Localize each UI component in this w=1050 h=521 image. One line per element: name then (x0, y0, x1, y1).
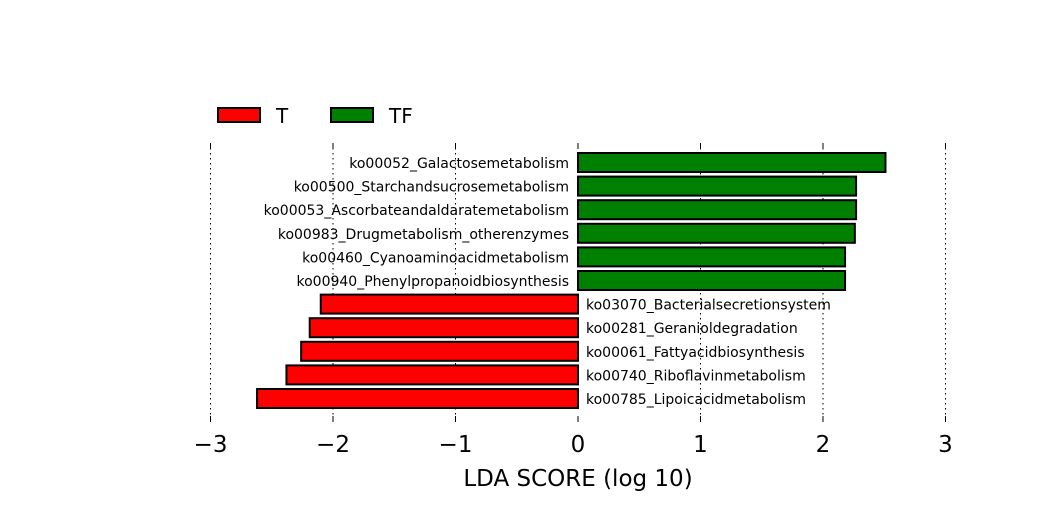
bar (577, 152, 887, 173)
ticks-layer: −3 −2 −1 0 1 2 3 (194, 143, 953, 458)
bar (577, 270, 847, 291)
bar (308, 317, 579, 339)
bar (319, 293, 579, 315)
bar-labels-layer: ko00052_Galactosemetabolism ko00500_Starc… (264, 156, 831, 408)
bar (577, 175, 858, 197)
bar-label: ko00281_Geranioldegradation (586, 321, 798, 337)
bar (256, 388, 579, 409)
x-tick-label: 1 (693, 432, 708, 458)
bar-label: ko00785_Lipoicacidmetabolism (586, 392, 806, 408)
bar-label: ko00460_Cyanoaminoacidmetabolism (302, 250, 569, 266)
bar-label: ko00740_Riboflavinmetabolism (586, 368, 806, 384)
bar-label: ko00061_Fattyacidbiosynthesis (586, 345, 805, 361)
bar (300, 340, 579, 362)
bar-label: ko00940_Phenylpropanoidbiosynthesis (296, 274, 569, 290)
bar-label: ko00053_Ascorbateandaldaratemetabolism (264, 203, 569, 219)
x-tick-label: −3 (194, 432, 228, 458)
legend-swatch-t (217, 107, 261, 123)
x-axis-label: LDA SCORE (log 10) (463, 466, 692, 492)
legend-label-tf: TF (388, 104, 413, 128)
x-tick-label: 2 (816, 432, 831, 458)
legend-swatch-tf (330, 107, 374, 123)
x-tick-label: 3 (938, 432, 953, 458)
x-tick-label: −2 (316, 432, 350, 458)
legend-label-t: T (275, 104, 289, 128)
x-tick-label: 0 (571, 432, 586, 458)
bar-label: ko00500_Starchandsucrosemetabolism (294, 180, 569, 196)
legend: T TF (217, 104, 413, 128)
bar (577, 246, 847, 268)
bar (577, 199, 858, 221)
bar (577, 222, 856, 244)
bars-layer (256, 152, 887, 409)
bar (285, 364, 579, 386)
bar-label: ko03070_Bacterialsecretionsystem (586, 298, 831, 314)
bar-label: ko00983_Drugmetabolism_otherenzymes (278, 227, 569, 243)
x-tick-label: −1 (439, 432, 473, 458)
bar-label: ko00052_Galactosemetabolism (349, 156, 569, 172)
